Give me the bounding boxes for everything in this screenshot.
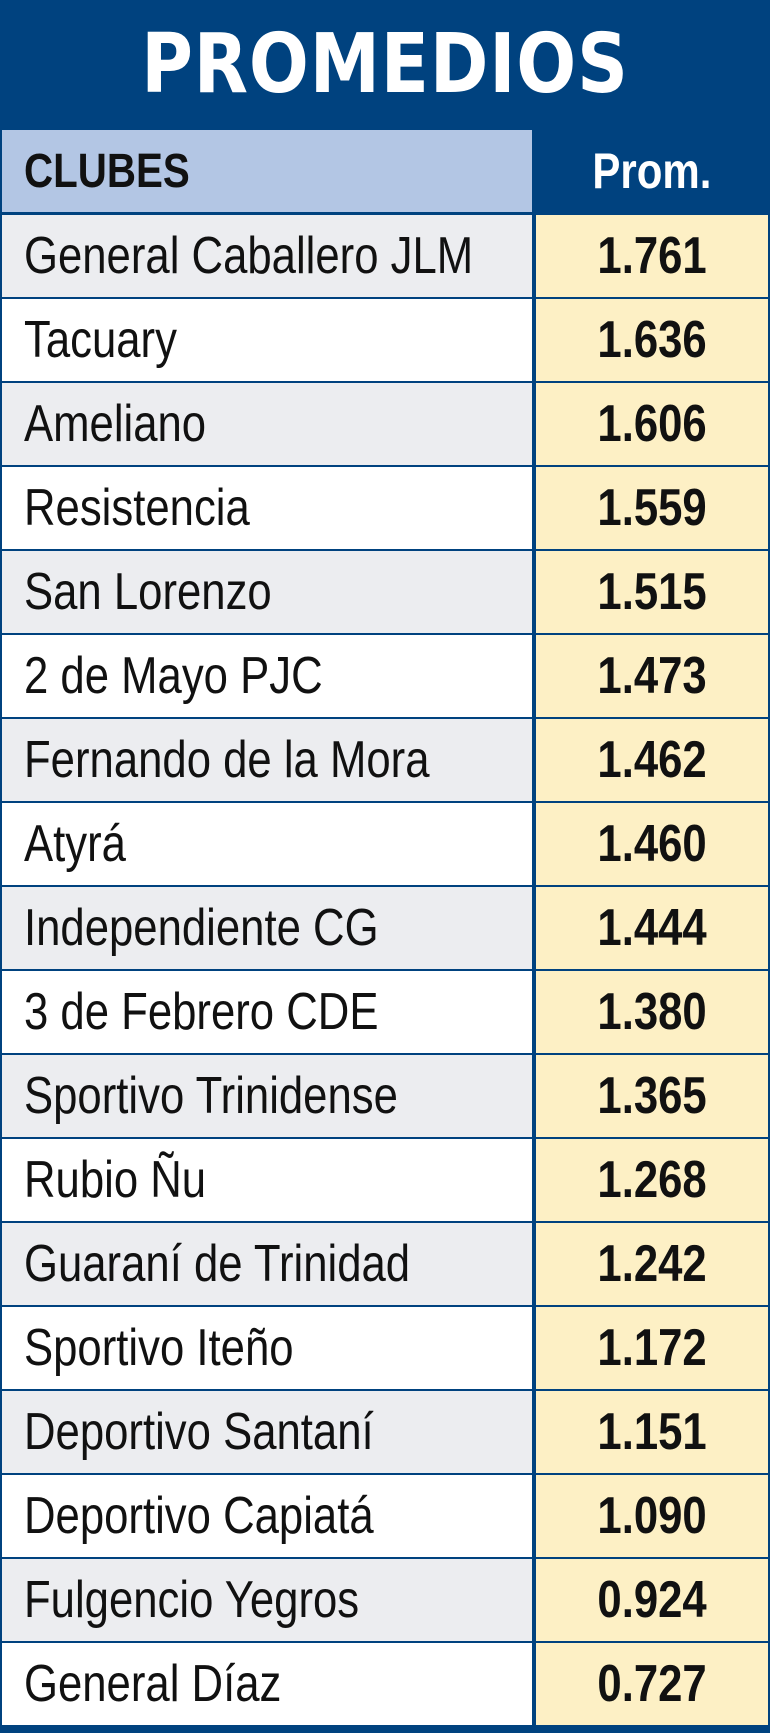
club-name-cell: Fulgencio Yegros bbox=[2, 1559, 532, 1641]
club-name-cell: Tacuary bbox=[2, 299, 532, 381]
average-value: 1.462 bbox=[597, 731, 707, 789]
club-name: Deportivo Capiatá bbox=[24, 1487, 374, 1545]
club-name: San Lorenzo bbox=[24, 563, 272, 621]
club-name-cell: Fernando de la Mora bbox=[2, 719, 532, 801]
table-row: Ameliano 1.606 bbox=[0, 382, 770, 466]
table-row: Fernando de la Mora 1.462 bbox=[0, 718, 770, 802]
club-name: Resistencia bbox=[24, 479, 250, 537]
club-name-cell: Deportivo Capiatá bbox=[2, 1475, 532, 1557]
table-row: Sportivo Iteño 1.172 bbox=[0, 1306, 770, 1390]
table-row: 2 de Mayo PJC 1.473 bbox=[0, 634, 770, 718]
average-value: 1.473 bbox=[597, 647, 707, 705]
club-name: Atyrá bbox=[24, 815, 126, 873]
average-value: 0.924 bbox=[597, 1571, 707, 1629]
average-value: 1.636 bbox=[597, 311, 707, 369]
club-name-cell: 3 de Febrero CDE bbox=[2, 971, 532, 1053]
club-name: Sportivo Iteño bbox=[24, 1319, 294, 1377]
table-body: General Caballero JLM 1.761 Tacuary 1.636 Am… bbox=[0, 214, 770, 1726]
club-name-cell: Resistencia bbox=[2, 467, 532, 549]
table-row: Tacuary 1.636 bbox=[0, 298, 770, 382]
table-row: Resistencia 1.559 bbox=[0, 466, 770, 550]
table-row: 3 de Febrero CDE 1.380 bbox=[0, 970, 770, 1054]
average-value: 1.606 bbox=[597, 395, 707, 453]
column-header-clubes: CLUBES bbox=[2, 130, 532, 212]
club-name: Rubio Ñu bbox=[24, 1151, 207, 1209]
table-row: General Caballero JLM 1.761 bbox=[0, 214, 770, 298]
club-name-cell: 2 de Mayo PJC bbox=[2, 635, 532, 717]
average-value-cell: 1.460 bbox=[536, 803, 768, 885]
average-value-cell: 1.268 bbox=[536, 1139, 768, 1221]
club-name: Ameliano bbox=[24, 395, 207, 453]
club-name: General Díaz bbox=[24, 1655, 282, 1713]
club-name-cell: Ameliano bbox=[2, 383, 532, 465]
club-name-cell: Independiente CG bbox=[2, 887, 532, 969]
table-header-row: CLUBES Prom. bbox=[0, 128, 770, 214]
average-value: 1.172 bbox=[597, 1319, 707, 1377]
table-title: PROMEDIOS bbox=[141, 16, 629, 112]
club-name: Guaraní de Trinidad bbox=[24, 1235, 411, 1293]
table-row: Guaraní de Trinidad 1.242 bbox=[0, 1222, 770, 1306]
average-value: 1.090 bbox=[597, 1487, 707, 1545]
average-value-cell: 1.444 bbox=[536, 887, 768, 969]
club-name: Deportivo Santaní bbox=[24, 1403, 374, 1461]
club-name: Sportivo Trinidense bbox=[24, 1067, 398, 1125]
table-row: General Díaz 0.727 bbox=[0, 1642, 770, 1726]
average-value: 1.559 bbox=[597, 479, 707, 537]
club-name-cell: Sportivo Iteño bbox=[2, 1307, 532, 1389]
average-value-cell: 1.636 bbox=[536, 299, 768, 381]
average-value: 1.515 bbox=[597, 563, 707, 621]
table-row: Atyrá 1.460 bbox=[0, 802, 770, 886]
club-name: 3 de Febrero CDE bbox=[24, 983, 379, 1041]
table-row: Deportivo Capiatá 1.090 bbox=[0, 1474, 770, 1558]
average-value: 1.242 bbox=[597, 1235, 707, 1293]
average-value-cell: 1.090 bbox=[536, 1475, 768, 1557]
club-name-cell: San Lorenzo bbox=[2, 551, 532, 633]
table-row: Sportivo Trinidense 1.365 bbox=[0, 1054, 770, 1138]
club-name: General Caballero JLM bbox=[24, 227, 474, 285]
average-value-cell: 1.473 bbox=[536, 635, 768, 717]
average-value-cell: 1.462 bbox=[536, 719, 768, 801]
club-name-cell: Deportivo Santaní bbox=[2, 1391, 532, 1473]
average-value: 1.365 bbox=[597, 1067, 707, 1125]
club-name: Fulgencio Yegros bbox=[24, 1571, 360, 1629]
average-value: 1.380 bbox=[597, 983, 707, 1041]
standings-table: CLUBES Prom. General Caballero JLM 1.761 T… bbox=[0, 128, 770, 1726]
average-value-cell: 1.606 bbox=[536, 383, 768, 465]
average-value-cell: 1.242 bbox=[536, 1223, 768, 1305]
table-row: Fulgencio Yegros 0.924 bbox=[0, 1558, 770, 1642]
club-name-cell: General Caballero JLM bbox=[2, 215, 532, 297]
club-name: 2 de Mayo PJC bbox=[24, 647, 323, 705]
club-name-cell: General Díaz bbox=[2, 1643, 532, 1725]
club-name-cell: Guaraní de Trinidad bbox=[2, 1223, 532, 1305]
club-name: Tacuary bbox=[24, 311, 177, 369]
average-value-cell: 1.380 bbox=[536, 971, 768, 1053]
average-value-cell: 1.761 bbox=[536, 215, 768, 297]
club-name-cell: Rubio Ñu bbox=[2, 1139, 532, 1221]
average-value: 1.268 bbox=[597, 1151, 707, 1209]
average-value: 0.727 bbox=[597, 1655, 707, 1713]
average-value-cell: 1.172 bbox=[536, 1307, 768, 1389]
average-value-cell: 1.515 bbox=[536, 551, 768, 633]
average-value-cell: 1.151 bbox=[536, 1391, 768, 1473]
average-value: 1.460 bbox=[597, 815, 707, 873]
table-row: Independiente CG 1.444 bbox=[0, 886, 770, 970]
average-value: 1.761 bbox=[597, 227, 707, 285]
club-name-cell: Atyrá bbox=[2, 803, 532, 885]
table-row: Deportivo Santaní 1.151 bbox=[0, 1390, 770, 1474]
average-value: 1.444 bbox=[597, 899, 707, 957]
table-row: Rubio Ñu 1.268 bbox=[0, 1138, 770, 1222]
club-name-cell: Sportivo Trinidense bbox=[2, 1055, 532, 1137]
average-value-cell: 1.365 bbox=[536, 1055, 768, 1137]
average-value-cell: 1.559 bbox=[536, 467, 768, 549]
club-name: Fernando de la Mora bbox=[24, 731, 430, 789]
average-value: 1.151 bbox=[597, 1403, 707, 1461]
club-name: Independiente CG bbox=[24, 899, 379, 957]
average-value-cell: 0.727 bbox=[536, 1643, 768, 1725]
average-value-cell: 0.924 bbox=[536, 1559, 768, 1641]
column-header-prom: Prom. bbox=[592, 143, 712, 199]
table-row: San Lorenzo 1.515 bbox=[0, 550, 770, 634]
